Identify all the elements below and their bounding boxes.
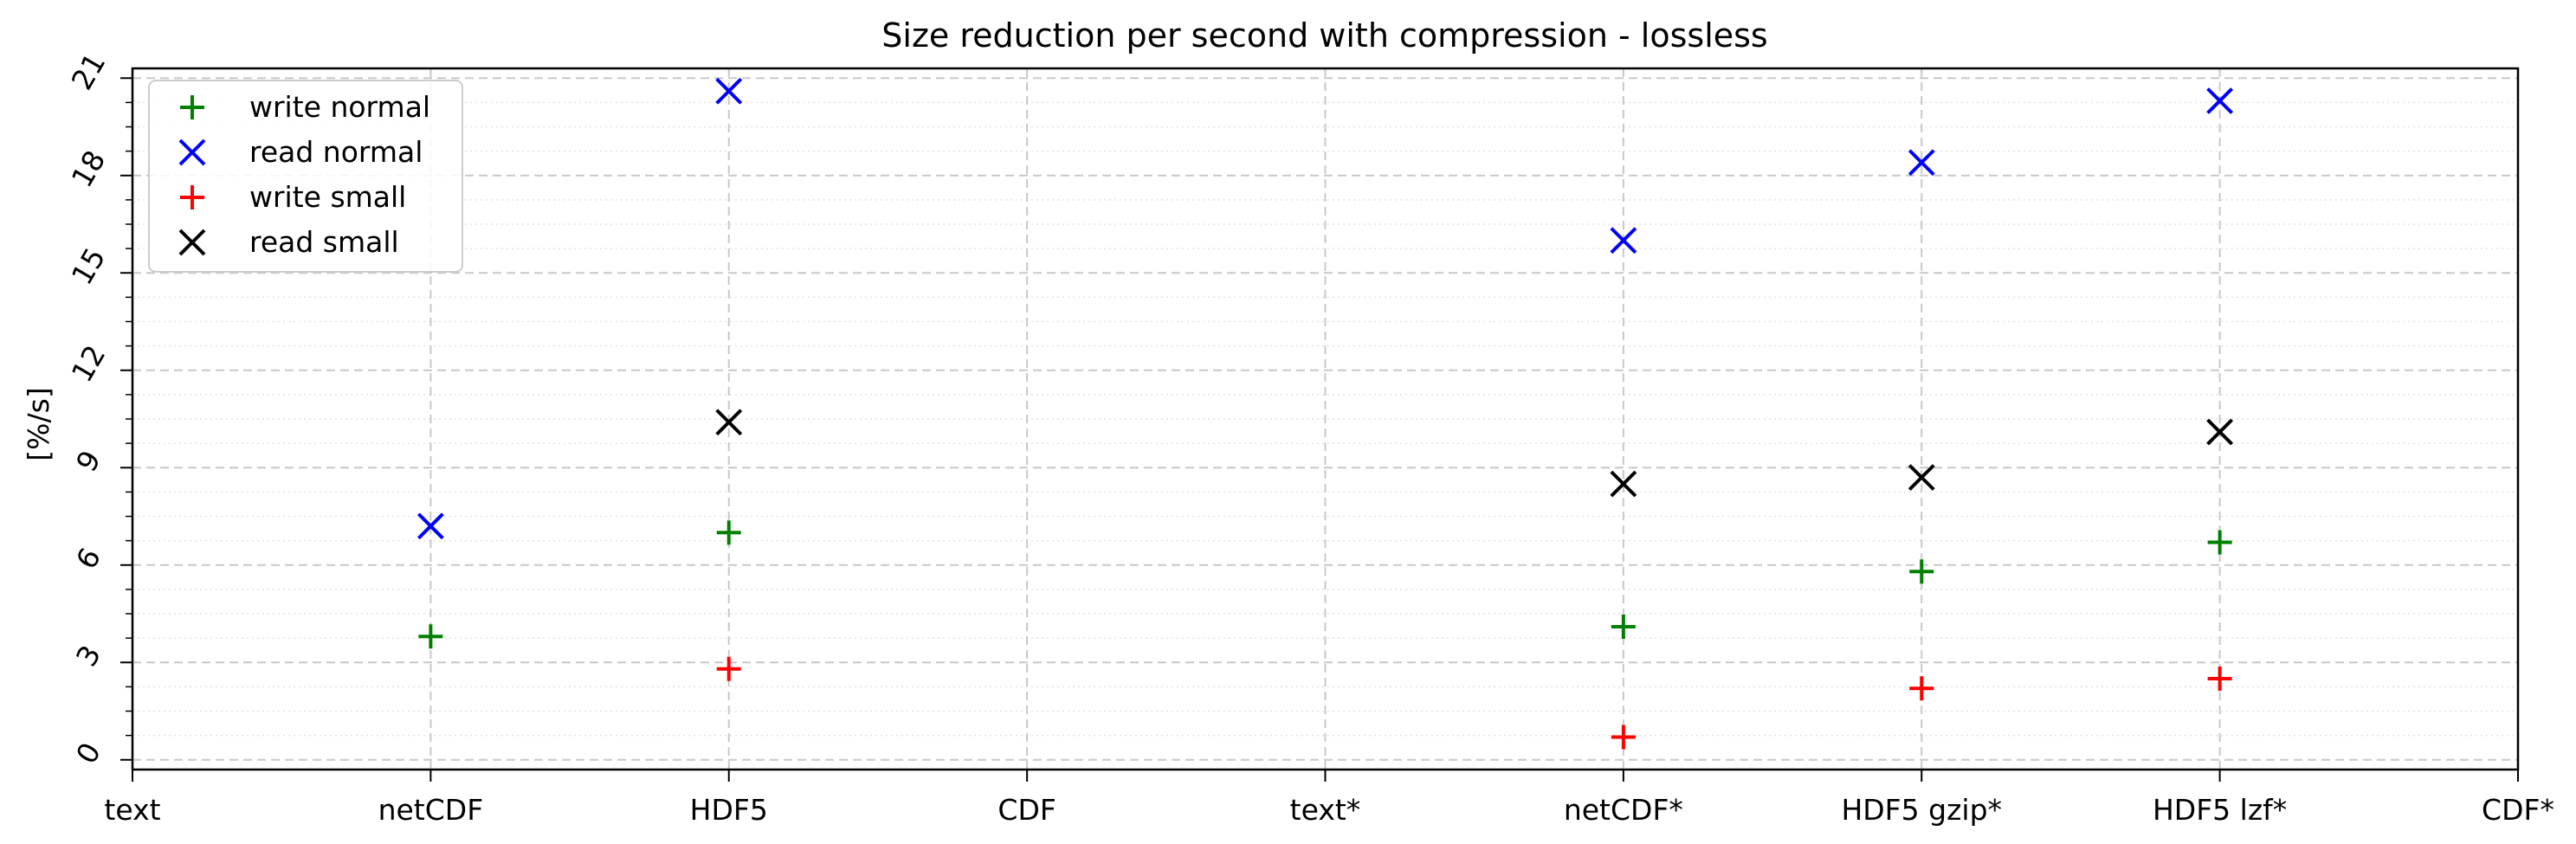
point-read-small <box>715 409 743 436</box>
point-write-normal <box>1909 559 1934 584</box>
legend-marker-write-small <box>180 185 204 209</box>
legend-box <box>148 80 463 273</box>
point-read-normal <box>1610 227 1637 254</box>
y-axis-label: [%/s] <box>22 387 55 461</box>
legend-label: read normal <box>249 135 423 169</box>
data-points <box>416 77 2234 750</box>
x-tick-label: text* <box>1290 793 1361 827</box>
point-read-small <box>2206 418 2234 446</box>
point-write-normal <box>418 624 443 649</box>
legend-label: write normal <box>249 90 430 124</box>
legend-label: read small <box>249 225 399 259</box>
x-tick-label: HDF5 lzf* <box>2153 793 2287 827</box>
legend-marker-write-normal <box>180 95 204 119</box>
x-tick-label: CDF <box>997 793 1056 827</box>
x-tick-label: netCDF* <box>1564 793 1683 827</box>
point-read-normal <box>1908 149 1935 177</box>
x-tick-label: netCDF <box>378 793 484 827</box>
point-write-normal <box>1611 615 1636 639</box>
point-read-normal <box>416 512 444 540</box>
point-write-small <box>2207 667 2232 691</box>
legend-label: write small <box>249 180 406 214</box>
major-grid <box>132 68 2518 770</box>
legend: write normal read normal write small read s… <box>148 80 463 273</box>
x-tick-label: HDF5 <box>690 793 768 827</box>
point-read-normal <box>2206 87 2234 114</box>
point-read-normal <box>715 77 743 105</box>
point-write-small <box>1909 676 1934 701</box>
point-read-small <box>1908 464 1935 491</box>
point-write-normal <box>716 520 741 545</box>
legend-marker-read-normal <box>178 139 206 166</box>
x-tick-label: HDF5 gzip* <box>1841 793 2002 827</box>
x-tick-label: text <box>104 793 160 827</box>
point-read-small <box>1610 470 1637 498</box>
legend-marker-read-small <box>178 229 206 256</box>
chart-title: Size reduction per second with compressi… <box>881 16 1767 55</box>
point-write-small <box>716 656 741 681</box>
x-tick-label: CDF* <box>2482 793 2554 827</box>
point-write-small <box>1611 725 1636 750</box>
point-write-normal <box>2207 530 2232 555</box>
